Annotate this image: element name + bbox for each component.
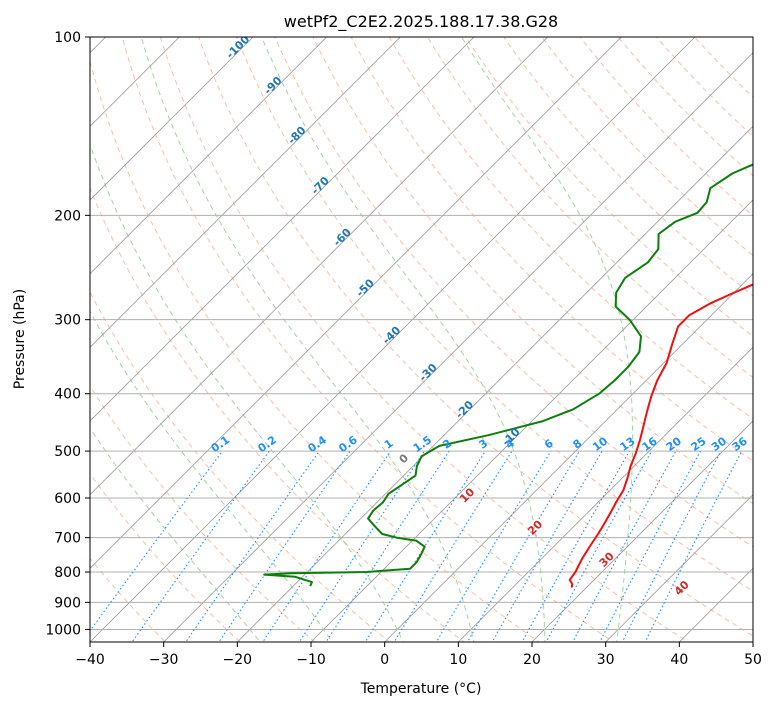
dry-adiabat [159,37,690,642]
isotherm-line [90,37,696,642]
x-tick-label: 0 [380,652,389,668]
y-tick-label: 500 [54,444,81,460]
mixing-ratio-line [466,450,580,642]
x-tick-label: 20 [523,652,541,668]
x-tick-label: 50 [744,652,762,668]
y-tick-label: 900 [54,595,81,611]
y-tick-label: 700 [54,531,81,547]
y-axis-label: Pressure (hPa) [12,289,28,389]
dry-adiabat [90,384,316,642]
mixing-ratio-line [364,450,486,642]
moist-adiabat [461,37,634,642]
moist-adiabat [140,37,475,642]
mixing-ratio-line [393,450,513,642]
plot-frame [89,36,754,643]
y-tick-label: 400 [54,387,81,403]
y-tick-label: 300 [54,313,81,329]
dewpoint-profile-line [263,163,753,587]
dry-adiabat [197,37,753,637]
isotherm-line [605,494,753,642]
isotherm-line [90,37,254,201]
moist-adiabat [90,427,261,642]
dry-adiabat [236,37,753,592]
isotherm-line [236,125,753,642]
isotherm-line [90,37,622,569]
chart-title: wetPf2_C2E2.2025.188.17.38.G28 [284,12,558,32]
mixing-ratio-line [491,450,603,642]
isotherm-line [531,420,753,642]
y-tick-label: 800 [54,565,81,581]
mixing-ratio-line [298,450,425,642]
isotherm-line [90,37,475,422]
y-tick-label: 600 [54,491,81,507]
x-tick-label: 40 [670,652,688,668]
x-tick-label: −30 [149,652,179,668]
x-tick-label: −20 [223,652,253,668]
x-tick-label: −40 [75,652,105,668]
x-tick-label: −10 [296,652,326,668]
x-axis-label: Temperature (°C) [360,681,482,697]
isotherm-line [310,199,753,642]
mixing-ratio-line [572,450,677,642]
temperature-profile-line [568,283,753,588]
dry-adiabat [426,37,753,379]
mixing-ratio-line [545,450,653,642]
isotherm-line [384,273,753,642]
mixing-ratio-line [435,450,552,642]
moist-adiabat [90,310,333,642]
isotherm-line [90,37,328,275]
dry-adiabat [90,186,465,642]
y-tick-label: 200 [54,208,81,224]
isotherm-line [90,37,401,348]
x-tick-label: 30 [597,652,615,668]
series-layer [263,163,753,588]
x-tick-label: 10 [449,652,467,668]
axis-ticks: −40 −30 −20 −10 0 10 20 30 40 50 100 200 300 400 500 60… [45,30,762,668]
dry-adiabat [274,37,753,548]
dry-adiabat [90,59,540,642]
dry-adiabat [90,291,391,642]
mixing-ratio-line [262,450,392,642]
dry-adiabat [503,37,753,297]
isotherm-line [90,37,549,496]
background-lines [90,37,753,642]
mixing-ratio-line [131,450,270,642]
dry-adiabat [121,37,615,642]
y-tick-label: 1000 [45,622,81,638]
mixing-ratio-line [218,450,351,642]
dry-adiabat [312,37,753,505]
moist-adiabat [90,142,404,642]
isotherm-line [163,52,753,642]
isotherm-line [457,346,753,642]
y-tick-label: 100 [54,30,81,46]
mixing-ratio-line [599,450,701,642]
